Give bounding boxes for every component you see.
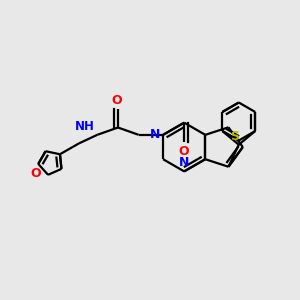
- Text: O: O: [179, 145, 190, 158]
- Text: NH: NH: [74, 120, 94, 133]
- Text: N: N: [150, 128, 160, 141]
- Text: S: S: [230, 130, 239, 143]
- Text: O: O: [111, 94, 122, 107]
- Text: O: O: [31, 167, 41, 181]
- Text: N: N: [178, 156, 189, 169]
